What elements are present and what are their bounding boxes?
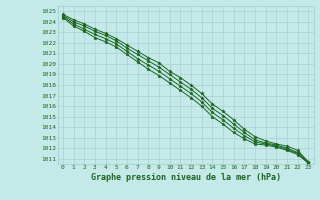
X-axis label: Graphe pression niveau de la mer (hPa): Graphe pression niveau de la mer (hPa) — [91, 173, 281, 182]
